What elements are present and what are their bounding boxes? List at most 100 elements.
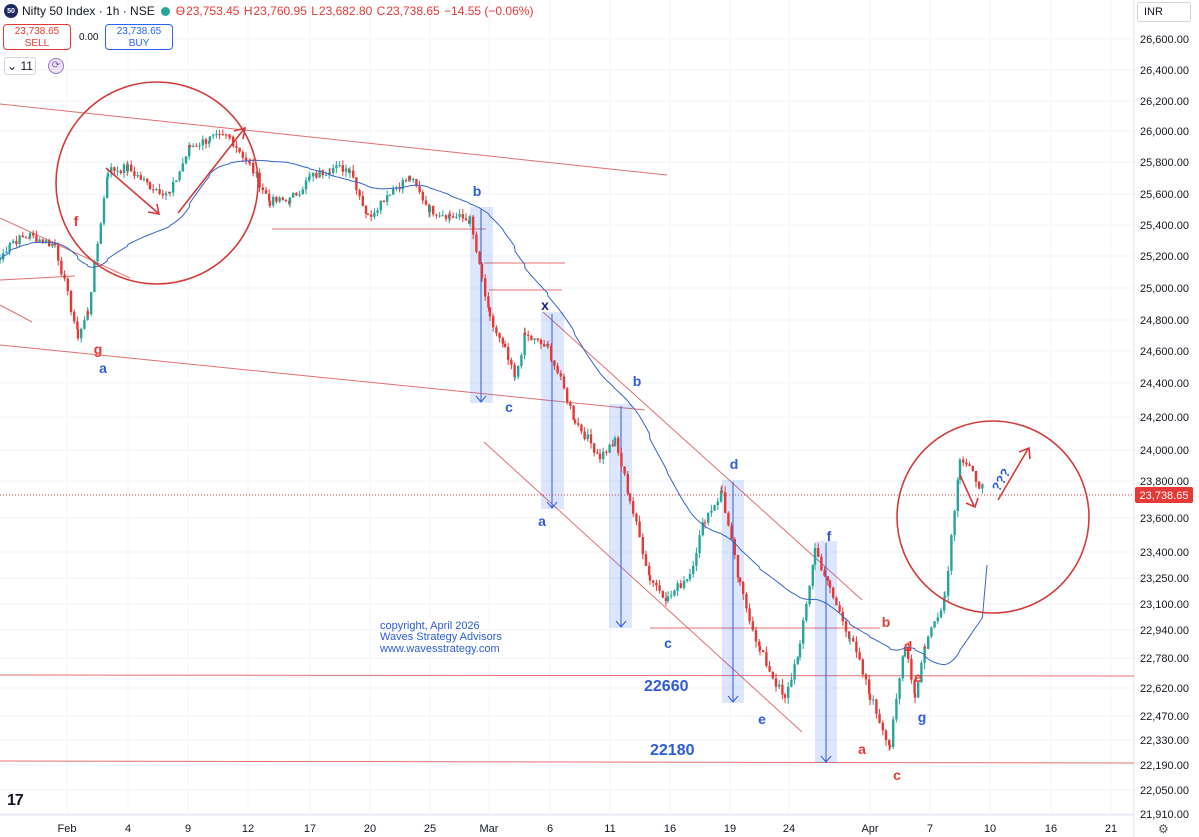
time-axis[interactable]: Feb 4 9 12 17 20 25 Mar 6 11 16 19 24 Apr 7 10 16 21	[58, 823, 1118, 835]
candle	[572, 405, 574, 420]
candle	[655, 580, 657, 591]
candle	[386, 191, 388, 206]
candle	[658, 580, 660, 594]
market-status-icon	[161, 7, 170, 16]
candle	[395, 186, 397, 192]
y-tick-label: 22,940.00	[1140, 625, 1189, 637]
short-trend-3	[0, 305, 32, 322]
candle	[645, 551, 647, 566]
candle	[425, 196, 427, 206]
x-tick-label: 11	[604, 823, 615, 835]
moving-average-line	[0, 160, 987, 664]
candle	[965, 458, 967, 467]
candle	[312, 172, 314, 181]
candle	[438, 212, 440, 218]
candle	[895, 693, 897, 722]
candle	[845, 618, 847, 637]
candle	[405, 178, 407, 182]
candle	[22, 232, 24, 238]
candle	[748, 603, 750, 624]
candle	[389, 195, 391, 197]
buy-button[interactable]: 23,738.65 BUY	[105, 24, 173, 50]
candle	[838, 601, 840, 613]
wave-label-x: x	[541, 297, 549, 313]
candle	[793, 659, 795, 684]
wave-label-c-red: c	[893, 767, 901, 783]
candle	[272, 195, 274, 208]
currency-selector[interactable]: INR	[1137, 2, 1191, 22]
candle	[727, 511, 729, 526]
x-tick-label: Apr	[861, 823, 878, 835]
candle	[123, 162, 125, 178]
candle	[530, 335, 532, 341]
x-tick-label: 16	[664, 823, 676, 835]
x-tick-label: 10	[984, 823, 996, 835]
y-tick-label: 24,200.00	[1140, 412, 1189, 424]
candle	[140, 172, 142, 181]
wave-label-b2-blue: b	[633, 373, 642, 389]
support-lines	[0, 104, 1134, 763]
y-tick-label: 23,800.00	[1140, 476, 1189, 488]
candle	[937, 613, 939, 625]
candle	[418, 181, 420, 194]
wave-label-e-red: e	[914, 669, 922, 685]
wave-label-b-blue: b	[473, 183, 482, 199]
y-tick-label: 22,620.00	[1140, 683, 1189, 695]
candle	[162, 190, 164, 199]
candle	[632, 497, 634, 517]
wave-label-a-blue: a	[99, 360, 107, 376]
chevron-down-icon: ⌄	[7, 59, 17, 73]
interval-value: 11	[20, 59, 32, 73]
wave-label-f-blue: f	[827, 528, 832, 544]
gear-icon[interactable]: ⚙	[1158, 822, 1169, 836]
tradingview-logo-icon[interactable]: 17	[7, 792, 23, 810]
short-trend-1	[0, 218, 130, 278]
candle	[627, 471, 629, 495]
candle	[289, 197, 291, 208]
x-tick-label: 9	[185, 823, 191, 835]
candle	[465, 213, 467, 221]
candle	[392, 185, 394, 195]
candle	[70, 290, 72, 316]
candle	[15, 236, 17, 247]
change-value: −14.55 (−0.06%)	[444, 4, 533, 18]
wave-label-e-blue: e	[758, 711, 766, 727]
candle	[63, 270, 65, 281]
y-tick-label: 26,400.00	[1140, 65, 1189, 77]
wave-label-d-red: d	[904, 638, 913, 654]
wave-label-d-blue: d	[730, 456, 739, 472]
candle	[182, 158, 184, 172]
candle	[262, 183, 264, 194]
sell-price: 23,738.65	[4, 26, 70, 38]
spread-value: 0.00	[79, 32, 98, 43]
sell-button[interactable]: 23,738.65 SELL	[3, 24, 71, 50]
candle	[373, 208, 375, 219]
interval-dropdown[interactable]: ⌄ 11	[4, 57, 36, 75]
level-22660	[0, 675, 1134, 676]
price-axis[interactable]: 26,600.00 26,400.00 26,200.00 26,000.00 25,8…	[1140, 34, 1189, 821]
wave-label-g-red: g	[94, 341, 103, 357]
candle	[878, 709, 880, 724]
sync-icon[interactable]: ⟳	[48, 58, 64, 74]
minus-icon[interactable]: −	[177, 4, 184, 18]
wave-label-g-blue: g	[918, 709, 927, 725]
candle	[318, 168, 320, 178]
candle	[898, 677, 900, 704]
y-tick-label: 25,600.00	[1140, 189, 1189, 201]
symbol-title[interactable]: Nifty 50 Index · 1h · NSE	[22, 4, 155, 18]
candle	[902, 655, 904, 681]
candle	[533, 338, 535, 344]
candle	[365, 205, 367, 218]
x-tick-label: 25	[424, 823, 436, 835]
candle	[517, 365, 519, 379]
candle	[149, 181, 151, 190]
chart-grid	[0, 0, 1134, 837]
wave-label-a-red: a	[858, 741, 866, 757]
y-tick-label: 23,100.00	[1140, 599, 1189, 611]
candle	[165, 191, 167, 200]
candle	[432, 206, 434, 217]
candle	[345, 165, 347, 178]
y-tick-label: 22,470.00	[1140, 711, 1189, 723]
candle	[120, 169, 122, 174]
